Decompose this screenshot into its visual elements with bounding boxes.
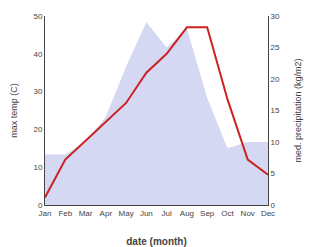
svg-text:Jul: Jul (162, 209, 172, 218)
svg-text:max temp (C): max temp (C) (9, 83, 19, 138)
svg-text:Mar: Mar (79, 209, 93, 218)
svg-text:Jan: Jan (39, 209, 52, 218)
svg-text:50: 50 (33, 12, 42, 21)
svg-text:0: 0 (38, 201, 43, 210)
svg-text:20: 20 (33, 125, 42, 134)
svg-text:Oct: Oct (221, 209, 234, 218)
svg-text:5: 5 (271, 169, 276, 178)
svg-text:Jun: Jun (140, 209, 153, 218)
svg-text:15: 15 (271, 106, 280, 115)
svg-text:25: 25 (271, 43, 280, 52)
svg-text:Nov: Nov (241, 209, 255, 218)
svg-text:40: 40 (33, 50, 42, 59)
svg-text:Sep: Sep (200, 209, 215, 218)
svg-text:Feb: Feb (58, 209, 72, 218)
svg-text:May: May (119, 209, 134, 218)
svg-text:30: 30 (271, 12, 280, 21)
svg-text:Apr: Apr (100, 209, 113, 218)
svg-text:Dec: Dec (261, 209, 275, 218)
svg-text:10: 10 (271, 138, 280, 147)
svg-text:30: 30 (33, 87, 42, 96)
svg-text:date (month): date (month) (126, 236, 187, 247)
svg-text:20: 20 (271, 75, 280, 84)
svg-text:0: 0 (271, 201, 276, 210)
svg-text:med. precipitation (kg/m2): med. precipitation (kg/m2) (293, 58, 303, 162)
svg-text:10: 10 (33, 163, 42, 172)
svg-text:Aug: Aug (180, 209, 194, 218)
